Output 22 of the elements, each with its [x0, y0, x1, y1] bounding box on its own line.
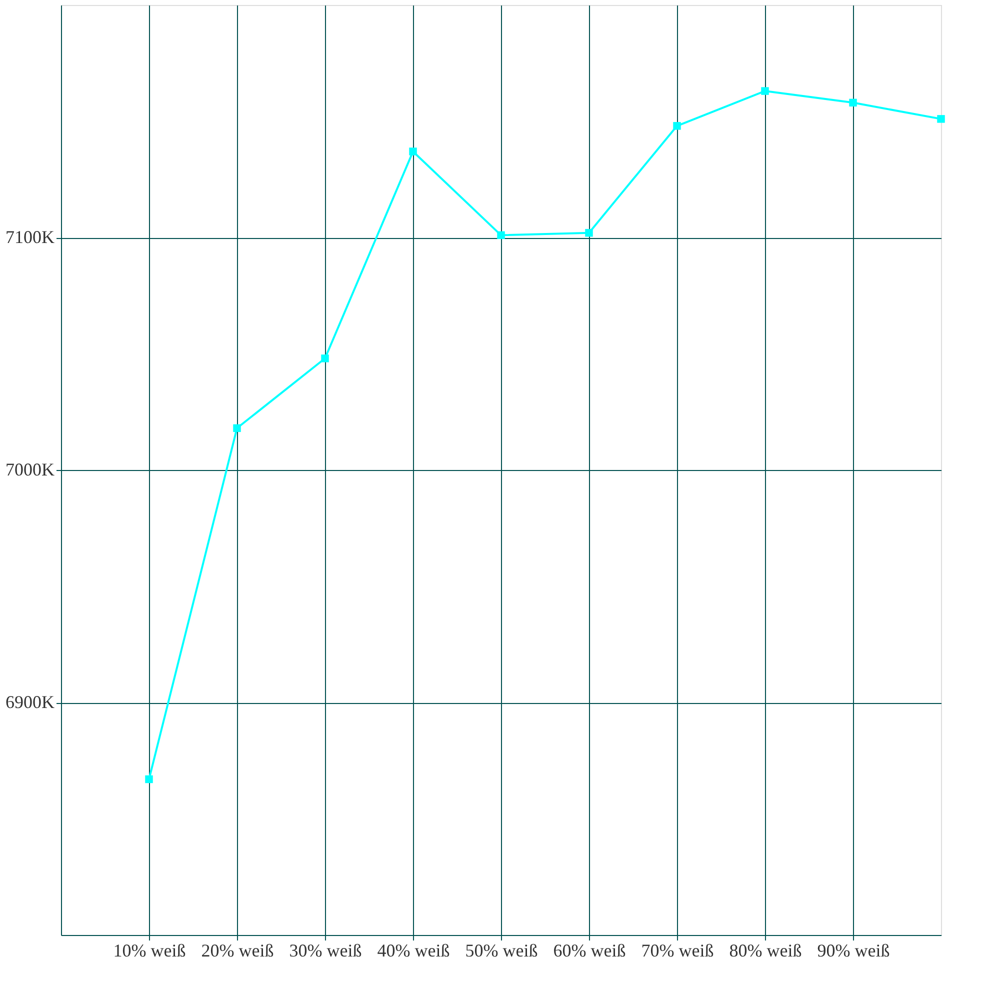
point — [145, 775, 153, 784]
x-tick-label: 50% weiß — [465, 940, 538, 960]
x-tick-label: 40% weiß — [377, 940, 450, 960]
point — [497, 231, 505, 240]
point — [321, 354, 329, 362]
x-tick-label: 90% weiß — [817, 940, 890, 960]
point — [937, 115, 945, 123]
x-tick-label: 80% weiß — [729, 940, 802, 960]
y-tick-label: 6900K — [6, 692, 54, 712]
x-tick-label: 20% weiß — [201, 940, 274, 960]
point — [585, 228, 593, 237]
x-tick-label: 10% weiß — [113, 940, 186, 960]
x-tick-label: 60% weiß — [553, 940, 626, 960]
point — [673, 122, 681, 130]
point — [761, 87, 769, 95]
point — [849, 98, 857, 107]
x-tick-label: 70% weiß — [641, 940, 714, 960]
y-tick-label: 7100K — [6, 227, 54, 247]
point — [409, 148, 417, 156]
x-tick-label: 30% weiß — [289, 940, 362, 960]
y-tick-label: 7000K — [6, 460, 54, 480]
point — [233, 424, 241, 432]
